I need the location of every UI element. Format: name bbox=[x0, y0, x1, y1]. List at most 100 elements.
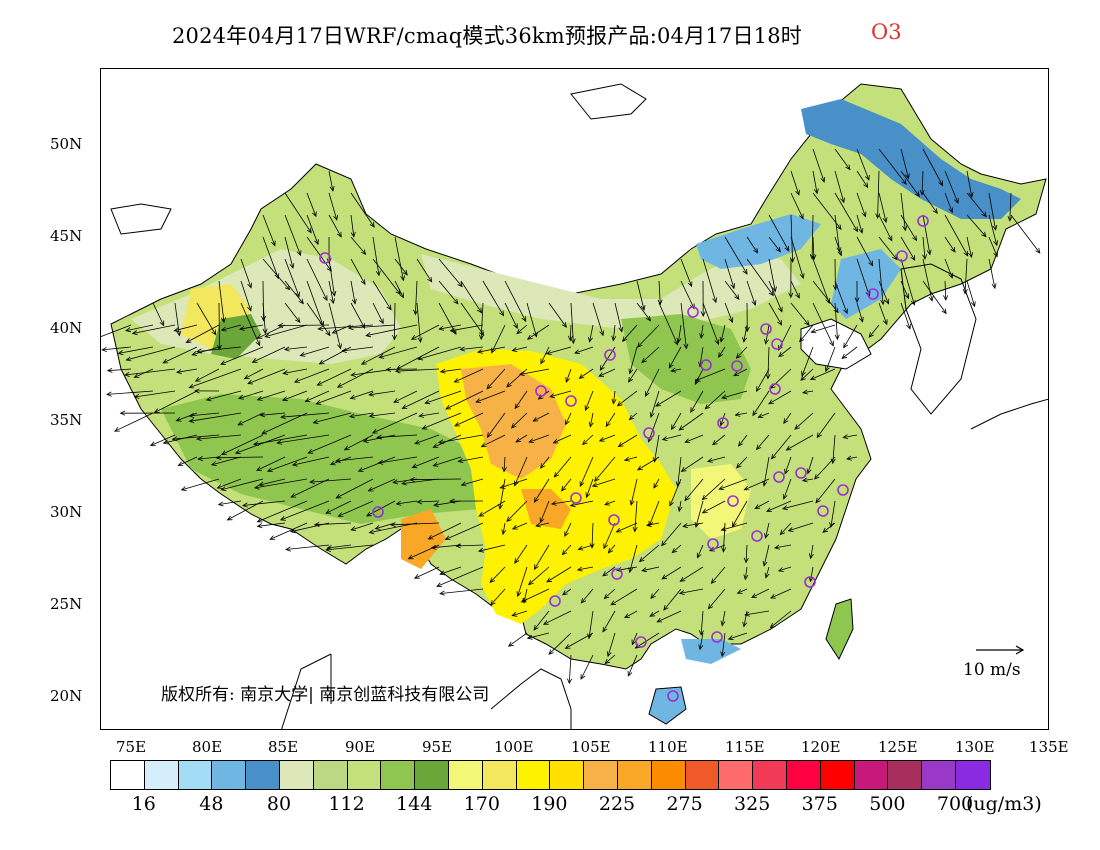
legend-swatch-3 bbox=[212, 761, 247, 789]
indochina-outline bbox=[490, 668, 572, 729]
legend-swatch-20 bbox=[786, 761, 821, 789]
legend-swatch-2 bbox=[178, 761, 213, 789]
region-tibet bbox=[161, 394, 501, 524]
station-marker bbox=[565, 395, 577, 407]
station-marker bbox=[372, 506, 384, 518]
lon-tick-85e: 85E bbox=[268, 738, 299, 756]
legend-swatch-10 bbox=[448, 761, 483, 789]
color-legend bbox=[110, 760, 991, 790]
lon-tick-135e: 135E bbox=[1029, 738, 1069, 756]
legend-swatch-0 bbox=[111, 761, 145, 789]
station-marker bbox=[611, 568, 623, 580]
lake-baikal-outline bbox=[570, 83, 647, 120]
chart-title: 2024年04月17日WRF/cmaq模式36km预报产品:04月17日18时 … bbox=[0, 20, 1100, 52]
lon-tick-125e: 125E bbox=[878, 738, 918, 756]
region-ne-blue bbox=[801, 99, 1021, 219]
legend-swatch-11 bbox=[482, 761, 517, 789]
hainan-island bbox=[648, 686, 687, 725]
lon-tick-120e: 120E bbox=[801, 738, 841, 756]
title-species: O3 bbox=[871, 20, 902, 44]
station-marker bbox=[604, 349, 616, 361]
station-marker bbox=[731, 360, 743, 372]
station-marker bbox=[667, 690, 679, 702]
legend-label-500: 500 bbox=[869, 793, 906, 815]
legend-label-170: 170 bbox=[463, 793, 500, 815]
legend-label-325: 325 bbox=[734, 793, 771, 815]
india-outline bbox=[281, 653, 332, 729]
legend-label-80: 80 bbox=[266, 793, 292, 815]
station-marker bbox=[319, 252, 331, 264]
station-marker bbox=[727, 495, 739, 507]
lon-tick-130e: 130E bbox=[955, 738, 995, 756]
lat-tick-30n: 30N bbox=[50, 503, 83, 521]
lon-tick-105e: 105E bbox=[571, 738, 611, 756]
title-main: 2024年04月17日WRF/cmaq模式36km预报产品:04月17日18时 bbox=[172, 24, 802, 48]
lon-tick-95e: 95E bbox=[422, 738, 453, 756]
lat-tick-45n: 45N bbox=[50, 227, 83, 245]
region-central-orange bbox=[461, 364, 566, 479]
station-marker bbox=[711, 631, 723, 643]
legend-label-112: 112 bbox=[328, 793, 365, 815]
lon-tick-110e: 110E bbox=[648, 738, 688, 756]
legend-swatch-1 bbox=[144, 761, 179, 789]
legend-swatch-22 bbox=[854, 761, 889, 789]
station-marker bbox=[643, 427, 655, 439]
station-marker bbox=[773, 471, 785, 483]
station-marker bbox=[760, 323, 772, 335]
legend-unit: (ug/m3) bbox=[966, 793, 1042, 815]
lat-tick-50n: 50N bbox=[50, 135, 83, 153]
legend-swatch-12 bbox=[516, 761, 551, 789]
station-marker bbox=[867, 288, 879, 300]
copyright-text: 版权所有: 南京大学| 南京创蓝科技有限公司 bbox=[161, 685, 490, 705]
lon-tick-115e: 115E bbox=[725, 738, 765, 756]
legend-swatch-9 bbox=[415, 761, 449, 789]
legend-label-16: 16 bbox=[131, 793, 156, 815]
legend-swatch-25 bbox=[955, 761, 990, 789]
legend-swatch-15 bbox=[617, 761, 652, 789]
taiwan-island bbox=[825, 598, 854, 661]
lat-tick-20n: 20N bbox=[50, 687, 83, 705]
region-mongolia-border-blue bbox=[696, 214, 821, 269]
station-marker bbox=[700, 359, 712, 371]
legend-label-190: 190 bbox=[531, 793, 568, 815]
legend-swatch-8 bbox=[381, 761, 416, 789]
lat-tick-35n: 35N bbox=[50, 411, 83, 429]
station-marker bbox=[751, 530, 763, 542]
lon-tick-75e: 75E bbox=[116, 738, 147, 756]
station-marker bbox=[896, 250, 908, 262]
station-marker bbox=[771, 338, 783, 350]
balkhash-outline bbox=[110, 203, 172, 235]
legend-label-375: 375 bbox=[801, 793, 838, 815]
legend-swatch-18 bbox=[719, 761, 754, 789]
legend-label-225: 225 bbox=[598, 793, 636, 815]
map-panel bbox=[100, 68, 1049, 730]
region-liaoning-blue bbox=[831, 249, 901, 319]
legend-swatch-24 bbox=[922, 761, 956, 789]
legend-label-275: 275 bbox=[666, 793, 703, 815]
legend-swatch-7 bbox=[347, 761, 382, 789]
wind-vectors bbox=[101, 148, 1041, 685]
ozone-map bbox=[101, 83, 1048, 729]
reference-vector-label: 10 m/s bbox=[963, 660, 1021, 680]
station-marker bbox=[635, 636, 647, 648]
region-south-coast-blue bbox=[681, 639, 741, 664]
legend-swatch-5 bbox=[279, 761, 314, 789]
legend-swatch-23 bbox=[888, 761, 923, 789]
station-marker bbox=[717, 417, 729, 429]
legend-swatch-4 bbox=[246, 761, 280, 789]
station-marker bbox=[687, 306, 699, 318]
station-marker bbox=[917, 215, 929, 227]
station-marker bbox=[570, 492, 582, 504]
legend-label-48: 48 bbox=[199, 793, 224, 815]
region-xinjiang-mid bbox=[211, 314, 261, 359]
lat-tick-25n: 25N bbox=[50, 595, 83, 613]
station-marker bbox=[608, 514, 620, 526]
station-marker bbox=[535, 385, 547, 397]
legend-swatch-13 bbox=[550, 761, 585, 789]
legend-swatch-14 bbox=[584, 761, 618, 789]
legend-swatch-6 bbox=[313, 761, 348, 789]
korea-outline bbox=[900, 263, 977, 415]
lat-tick-40n: 40N bbox=[50, 319, 83, 337]
station-marker bbox=[837, 484, 849, 496]
japan-outline bbox=[970, 398, 1048, 430]
